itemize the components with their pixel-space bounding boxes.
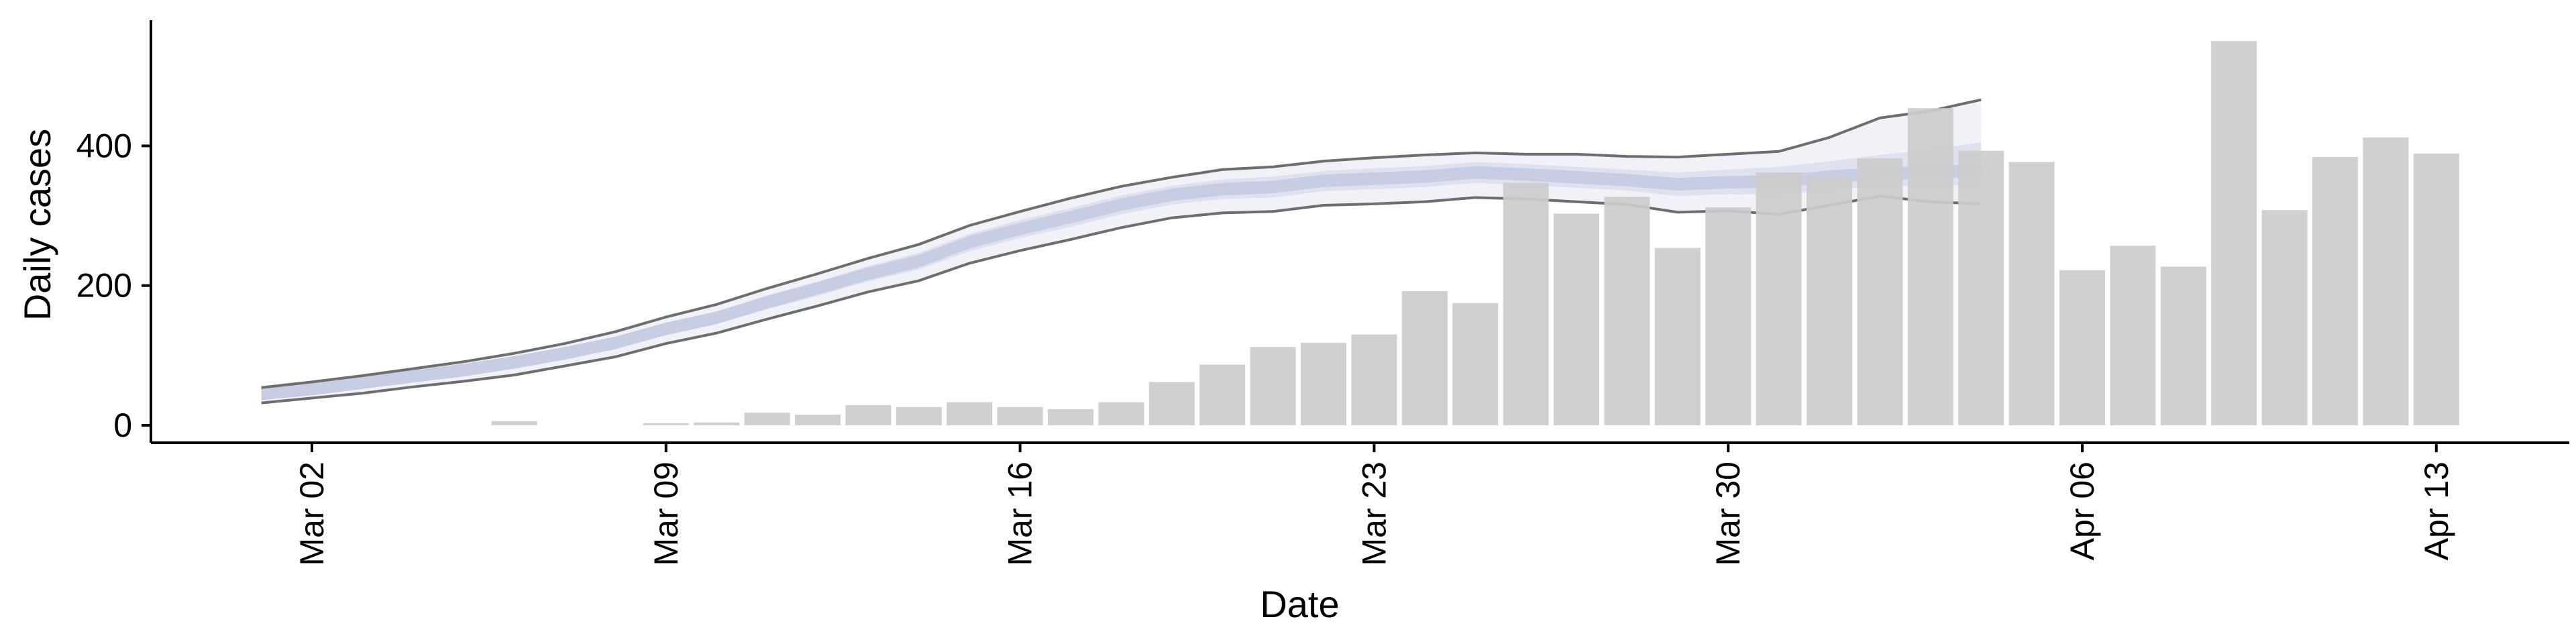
bar xyxy=(1756,172,1802,425)
band-lower-line xyxy=(261,195,1982,405)
bar xyxy=(1705,207,1752,425)
bar xyxy=(1401,291,1448,425)
y-axis-title: Daily cases xyxy=(16,129,58,321)
bar xyxy=(2008,162,2055,425)
bar xyxy=(1301,343,1346,425)
bar xyxy=(2363,137,2409,425)
x-axis-ticks: Mar 02 Mar 09 Mar 16 Mar 23 Mar 30 Apr 06 Apr … xyxy=(293,443,2455,566)
axes: 0 200 400 Mar 02 Mar 09 Mar 16 Mar 23 Mar 30 Ap… xyxy=(76,20,2569,566)
bar xyxy=(896,407,942,425)
bar xyxy=(643,423,689,425)
bar xyxy=(491,421,537,425)
estimate-band xyxy=(261,98,1982,405)
bar xyxy=(2211,41,2257,425)
bar xyxy=(1250,347,1296,425)
bar xyxy=(1604,197,1650,425)
bar xyxy=(2261,210,2308,425)
bar xyxy=(2059,270,2105,425)
bar xyxy=(1654,248,1701,425)
band-upper-line xyxy=(261,98,1982,389)
bar xyxy=(1148,382,1195,425)
bar xyxy=(947,402,993,425)
bar xyxy=(795,415,841,425)
y-tick-label: 0 xyxy=(113,407,132,444)
bar xyxy=(1351,334,1397,425)
x-tick-label: Mar 16 xyxy=(1002,462,1039,566)
x-tick-label: Mar 02 xyxy=(293,462,331,566)
y-tick-label: 200 xyxy=(76,267,132,305)
x-tick-label: Mar 23 xyxy=(1355,462,1393,566)
x-tick-label: Mar 09 xyxy=(647,462,685,566)
bar xyxy=(2160,266,2206,425)
x-axis-title: Date xyxy=(1260,583,1339,625)
bar xyxy=(2110,246,2156,425)
bar xyxy=(1199,364,1246,425)
y-tick-label: 400 xyxy=(76,127,132,164)
bar xyxy=(1554,213,1599,425)
bar xyxy=(694,422,740,425)
bar xyxy=(845,405,892,425)
bar xyxy=(1048,409,1093,425)
bar xyxy=(2413,153,2459,425)
x-tick-label: Apr 06 xyxy=(2063,462,2101,560)
bar xyxy=(997,407,1043,425)
bar xyxy=(2312,157,2358,425)
x-tick-label: Apr 13 xyxy=(2418,462,2455,560)
bar xyxy=(1807,176,1852,425)
bar xyxy=(1857,158,1903,425)
bars-series xyxy=(491,41,2459,425)
bar xyxy=(1907,108,1953,425)
band-median xyxy=(261,164,1982,400)
x-tick-label: Mar 30 xyxy=(1709,462,1747,566)
bar xyxy=(1958,150,2004,425)
bar xyxy=(1503,182,1549,425)
bar xyxy=(1452,303,1499,425)
bar xyxy=(1098,402,1144,425)
y-axis-ticks: 0 200 400 xyxy=(76,127,151,444)
bar xyxy=(744,413,790,425)
